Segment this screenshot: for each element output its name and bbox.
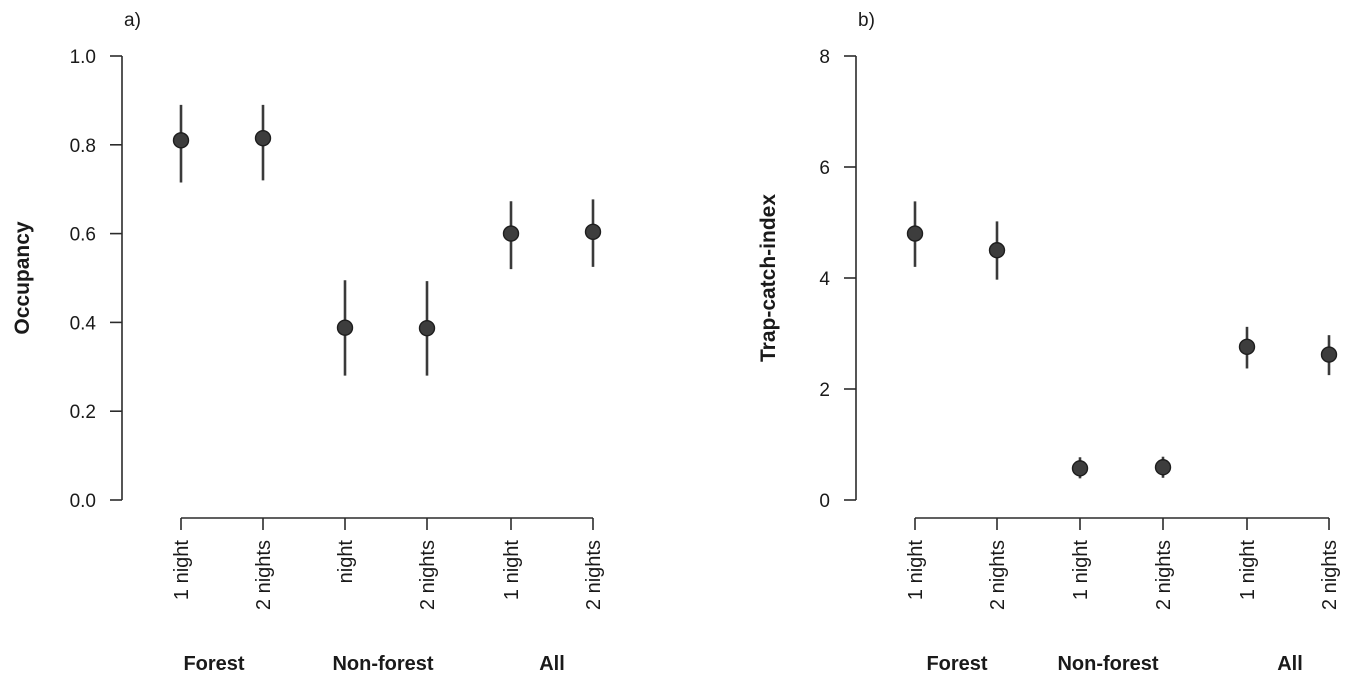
x-tick-label: 1 night <box>501 540 523 600</box>
panel-b-marks <box>906 201 1338 479</box>
data-point <box>1071 460 1089 477</box>
panel-a-group-labels: Forest Non-forest All <box>183 653 564 673</box>
panel-b-y-ticks: 0 2 4 6 8 <box>819 47 856 512</box>
y-tick-label: 0.8 <box>70 136 96 157</box>
panel-b-y-axis-label: Trap-catch-index <box>757 194 780 362</box>
y-tick-label: 0.0 <box>70 491 96 512</box>
data-point <box>172 132 190 149</box>
data-point <box>1238 338 1256 356</box>
y-tick-label: 2 <box>819 380 830 401</box>
data-point <box>1320 346 1338 363</box>
panel-b: b) Trap-catch-index 0 2 4 6 8 1 night 2 night… <box>757 10 1341 673</box>
panel-b-x-ticks: 1 night 2 nights 1 night 2 nights 1 night 2 n… <box>905 518 1341 610</box>
data-point <box>336 319 354 336</box>
panel-a: a) Occupancy 0.0 0.2 0.4 0.6 0.8 1.0 1 night 2… <box>11 10 605 673</box>
y-tick-label: 0.6 <box>70 225 96 246</box>
x-tick-label: 2 nights <box>417 540 439 610</box>
panel-b-group-labels: Forest Non-forest All <box>926 653 1302 673</box>
panel-a-x-ticks: 1 night 2 nights night 2 nights 1 night 2 nig… <box>171 518 605 610</box>
panel-a-group-all: All <box>539 653 565 673</box>
panel-a-group-forest: Forest <box>183 653 244 673</box>
y-tick-label: 0.4 <box>70 313 97 334</box>
y-tick-label: 8 <box>819 47 830 68</box>
x-tick-label: 2 nights <box>1319 540 1341 610</box>
y-tick-label: 4 <box>819 269 830 290</box>
panel-b-group-all: All <box>1277 653 1303 673</box>
data-point <box>906 225 924 242</box>
panel-a-group-non-forest: Non-forest <box>332 653 433 673</box>
x-tick-label: night <box>335 540 357 584</box>
y-tick-label: 0 <box>819 491 830 512</box>
x-tick-label: 1 night <box>1070 540 1092 600</box>
x-tick-label: 2 nights <box>583 540 605 610</box>
x-tick-label: 1 night <box>1237 540 1259 600</box>
x-tick-label: 2 nights <box>1153 540 1175 610</box>
x-tick-label: 1 night <box>171 540 193 600</box>
panel-b-group-forest: Forest <box>926 653 987 673</box>
panel-b-label: b) <box>858 10 875 31</box>
data-point <box>1154 459 1172 476</box>
panel-a-y-axis-label: Occupancy <box>11 221 34 335</box>
data-point <box>418 319 436 337</box>
x-tick-label: 2 nights <box>253 540 275 610</box>
panel-b-group-non-forest: Non-forest <box>1057 653 1158 673</box>
data-point <box>988 242 1006 259</box>
data-point <box>502 225 520 242</box>
x-tick-label: 1 night <box>905 540 927 600</box>
panel-a-marks <box>172 104 602 376</box>
x-tick-label: 2 nights <box>987 540 1009 610</box>
y-tick-label: 0.2 <box>70 402 96 423</box>
panel-a-label: a) <box>124 10 141 31</box>
panel-a-y-ticks: 0.0 0.2 0.4 0.6 0.8 1.0 <box>70 47 122 512</box>
data-point <box>584 223 602 241</box>
y-tick-label: 1.0 <box>70 47 96 68</box>
data-point <box>254 129 272 147</box>
y-tick-label: 6 <box>819 158 830 179</box>
